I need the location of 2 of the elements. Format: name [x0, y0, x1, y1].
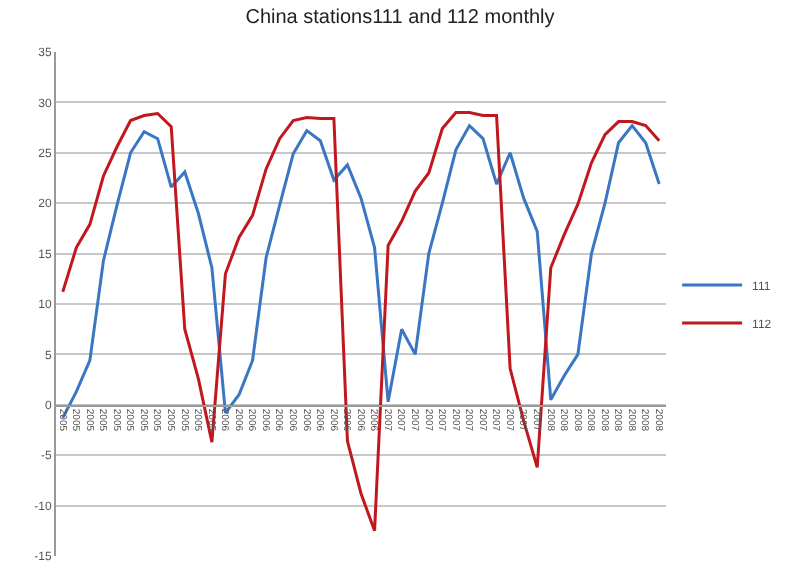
chart-title: China stations111 and 112 monthly [245, 6, 555, 29]
line-series [61, 110, 661, 533]
